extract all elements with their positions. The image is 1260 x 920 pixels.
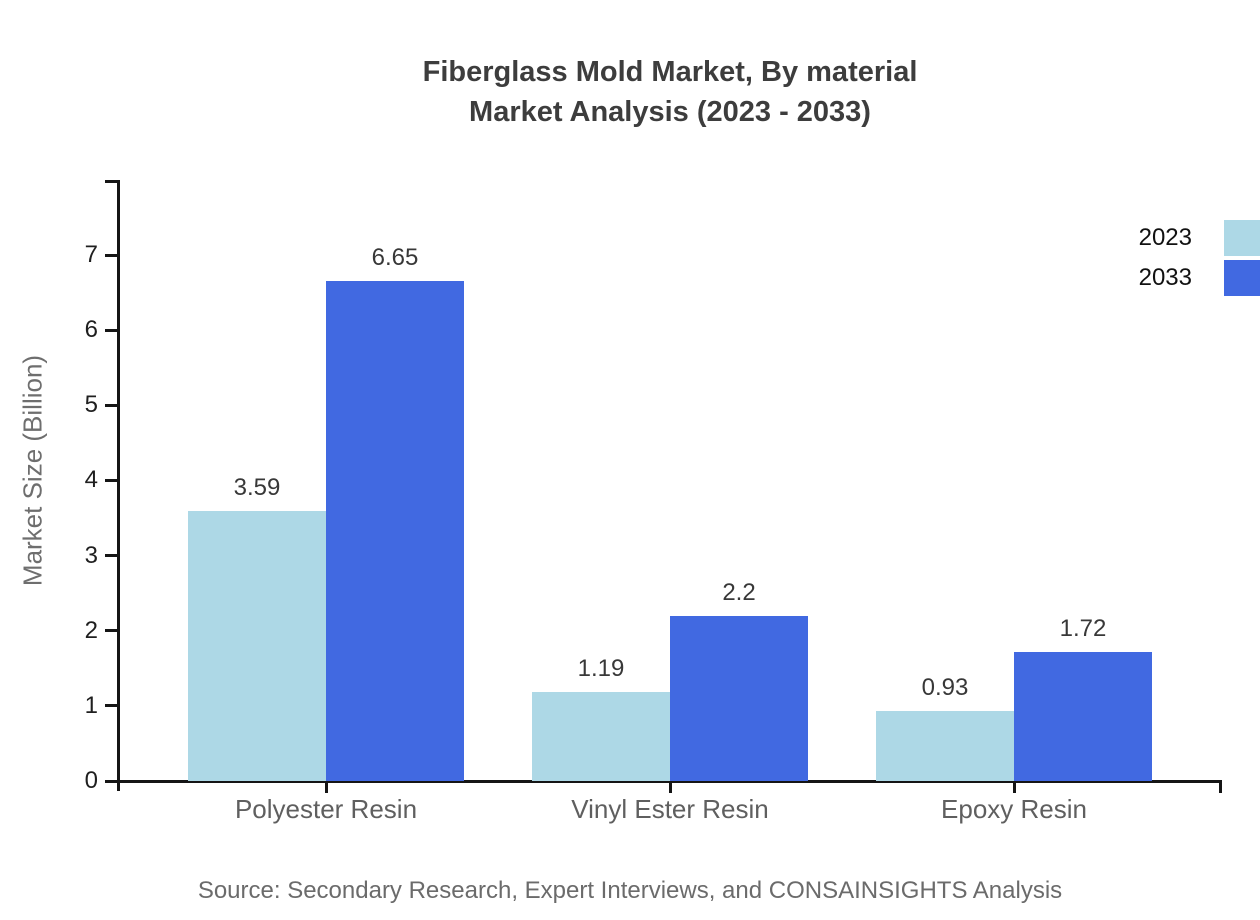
y-tick (105, 403, 118, 407)
bar-value-label: 1.19 (577, 654, 625, 682)
y-tick-label: 3 (84, 541, 98, 569)
x-category-label: Polyester Resin (234, 794, 418, 824)
bar-value-label: 2.2 (722, 578, 756, 606)
bar-2023-polyester-resin (188, 511, 326, 781)
y-tick-label: 4 (84, 466, 98, 494)
legend-item-2033: 2033 (1000, 260, 1260, 300)
legend-swatch-2023 (1224, 220, 1260, 256)
bar-value-label: 0.93 (921, 674, 969, 702)
bar-value-label: 6.65 (371, 244, 419, 272)
bar-2023-epoxy-resin (876, 711, 1014, 781)
chart-title: Fiberglass Mold Market, By material Mark… (80, 52, 1260, 132)
chart-title-line1: Fiberglass Mold Market, By material (422, 56, 918, 88)
x-category-label: Epoxy Resin (941, 794, 1087, 824)
x-tick (668, 781, 672, 793)
y-tick (105, 253, 118, 257)
y-tick (105, 704, 118, 708)
x-tick (1218, 781, 1222, 793)
legend-label-2023: 2023 (1138, 224, 1192, 251)
bar-value-label: 3.59 (233, 474, 281, 502)
y-tick (105, 554, 118, 558)
bar-2033-polyester-resin (326, 281, 464, 781)
legend-item-2023: 2023 (1000, 220, 1260, 260)
legend-swatch-2033 (1224, 260, 1260, 296)
x-tick (1012, 781, 1016, 793)
y-tick-label: 7 (84, 241, 98, 269)
y-tick-label: 2 (84, 616, 98, 644)
y-tick-label: 5 (84, 391, 98, 419)
bar-2023-vinyl-ester-resin (532, 691, 670, 781)
y-tick-label: 0 (84, 767, 98, 794)
x-category-label: Vinyl Ester Resin (571, 794, 769, 824)
y-axis-spine (116, 180, 120, 791)
legend-label-2033: 2033 (1138, 264, 1192, 291)
y-axis-end-tick (105, 179, 118, 183)
y-tick (105, 328, 118, 332)
bar-2033-epoxy-resin (1014, 651, 1152, 781)
bar-value-label: 1.72 (1059, 614, 1107, 642)
y-tick (105, 629, 118, 633)
x-tick (324, 781, 328, 793)
x-axis-spine (107, 779, 1222, 783)
bar-2033-vinyl-ester-resin (670, 615, 808, 781)
legend: 2023 2033 (1000, 220, 1260, 300)
source-note: Source: Secondary Research, Expert Inter… (197, 877, 1063, 904)
y-tick-label: 6 (84, 316, 98, 344)
y-tick (105, 478, 118, 482)
y-tick (105, 779, 118, 783)
y-tick-label: 1 (84, 691, 98, 719)
chart-title-line2: Market Analysis (2023 - 2033) (469, 96, 871, 128)
